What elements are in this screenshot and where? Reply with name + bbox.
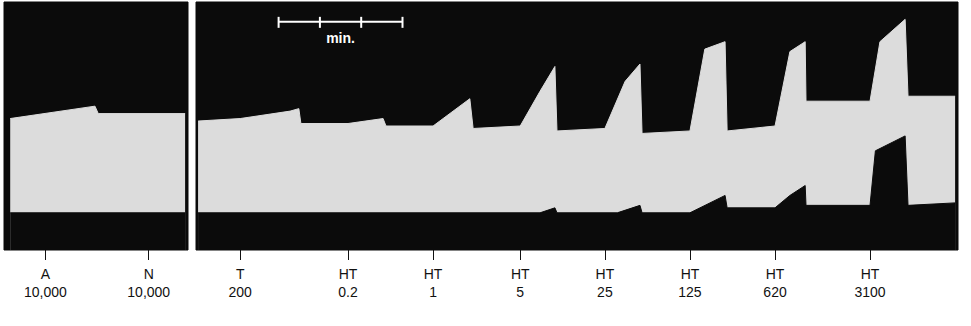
svg-text:10,000: 10,000 xyxy=(127,284,170,300)
svg-text:HT: HT xyxy=(861,266,880,282)
svg-text:HT: HT xyxy=(339,266,358,282)
svg-text:HT: HT xyxy=(511,266,530,282)
svg-text:3100: 3100 xyxy=(854,284,885,300)
svg-text:A: A xyxy=(41,266,51,282)
svg-text:HT: HT xyxy=(766,266,785,282)
svg-text:T: T xyxy=(236,266,245,282)
svg-text:125: 125 xyxy=(678,284,702,300)
svg-text:HT: HT xyxy=(596,266,615,282)
svg-text:N: N xyxy=(144,266,154,282)
svg-text:620: 620 xyxy=(763,284,787,300)
svg-text:10,000: 10,000 xyxy=(24,284,67,300)
svg-text:HT: HT xyxy=(424,266,443,282)
svg-text:25: 25 xyxy=(597,284,613,300)
svg-text:1: 1 xyxy=(429,284,437,300)
svg-text:min.: min. xyxy=(326,30,355,46)
svg-text:0.2: 0.2 xyxy=(338,284,358,300)
svg-text:5: 5 xyxy=(516,284,524,300)
svg-text:200: 200 xyxy=(229,284,253,300)
svg-text:HT: HT xyxy=(681,266,700,282)
